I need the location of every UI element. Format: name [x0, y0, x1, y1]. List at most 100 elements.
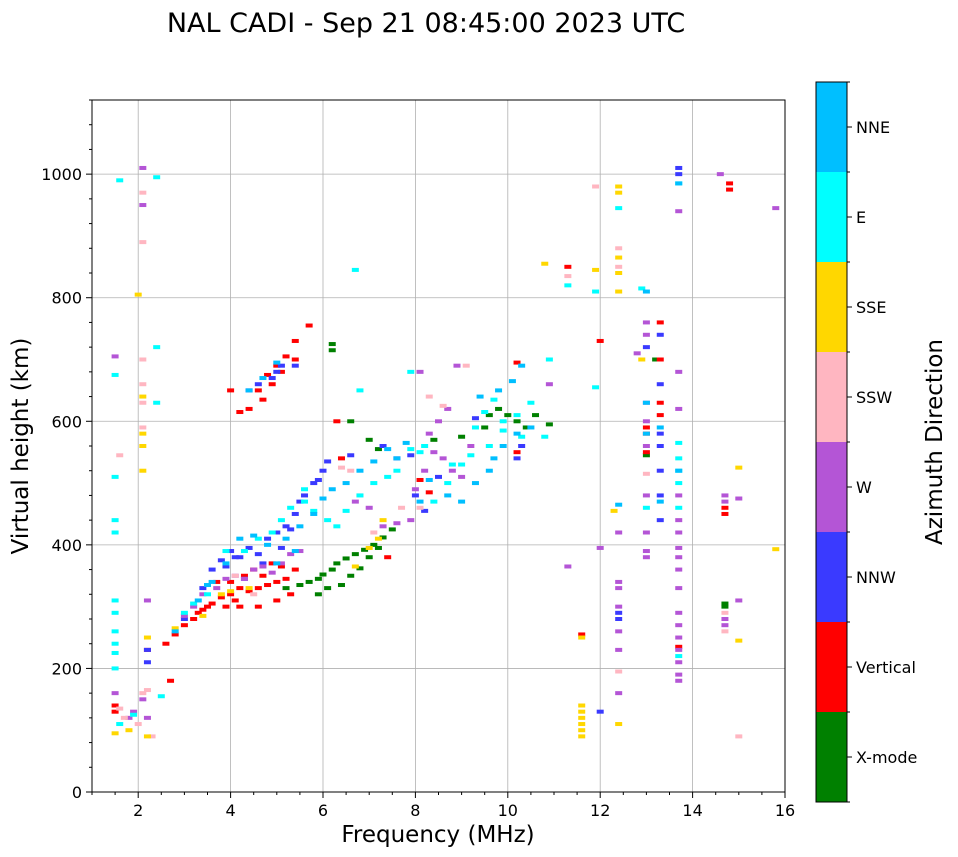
point-nnw-22	[347, 453, 355, 458]
point-w-35	[615, 629, 623, 634]
point-vertical-26	[273, 598, 281, 603]
point-nnw-14	[180, 617, 188, 621]
point-w-20	[425, 431, 433, 436]
point-e-30	[342, 508, 350, 513]
point-nnw-52	[277, 363, 285, 368]
point-nne-12	[370, 459, 378, 464]
point-e-68	[675, 654, 683, 659]
point-sse-0	[111, 731, 119, 736]
point-vertical-30	[245, 406, 253, 411]
point-w-10	[277, 561, 285, 566]
point-e-17	[180, 610, 188, 615]
point-nnw-17	[277, 545, 285, 550]
point-sse-4	[139, 394, 147, 399]
point-vertical-13	[282, 576, 290, 581]
point-vertical-49	[513, 450, 521, 455]
point-x-mode-34	[721, 604, 729, 609]
point-vertical-66	[204, 604, 211, 609]
point-nne-31	[273, 561, 281, 566]
point-nnw-30	[513, 456, 521, 461]
point-w-37	[615, 530, 623, 535]
y-tick-label-1: 200	[51, 659, 82, 678]
point-nnw-29	[471, 416, 479, 421]
point-w-73	[111, 691, 119, 696]
point-x-mode-25	[504, 413, 512, 418]
x-axis-ticks: 2 4 6 8 10 12 14 16	[91, 792, 795, 820]
colorbar-label-e: E	[856, 208, 866, 227]
point-vertical-67	[416, 477, 424, 482]
point-nne-36	[642, 431, 650, 436]
point-x-mode-4	[319, 572, 327, 577]
point-w-65	[721, 499, 729, 504]
point-nnw-33	[254, 382, 262, 387]
point-x-mode-12	[388, 527, 396, 532]
point-x-mode-9	[361, 547, 369, 552]
point-w-56	[675, 610, 683, 615]
point-w-23	[407, 518, 415, 523]
point-ssw-8	[139, 357, 147, 362]
point-e-41	[481, 410, 489, 415]
point-nne-2	[236, 536, 244, 541]
point-e-43	[499, 419, 507, 424]
point-w-77	[139, 697, 147, 702]
point-e-62	[642, 505, 650, 510]
point-nnw-11	[319, 468, 327, 473]
point-w-33	[615, 604, 623, 609]
point-e-33	[384, 474, 392, 479]
point-nnw-44	[656, 382, 664, 387]
point-e-11	[111, 629, 119, 634]
point-e-37	[430, 499, 438, 504]
point-w-57	[675, 623, 683, 628]
point-w-66	[721, 623, 729, 628]
point-sse-21	[578, 722, 586, 727]
point-vertical-37	[259, 397, 267, 402]
point-nne-27	[518, 363, 526, 368]
point-w-15	[430, 450, 438, 455]
point-ssw-9	[139, 382, 147, 387]
point-e-4	[157, 694, 165, 699]
point-vertical-7	[227, 592, 235, 597]
point-nne-26	[508, 379, 516, 384]
x-tick-label-6: 14	[682, 801, 702, 820]
point-e-48	[356, 388, 364, 393]
point-w-46	[642, 555, 650, 560]
point-nnw-25	[407, 453, 415, 458]
point-e-18	[190, 601, 198, 606]
point-e-6	[111, 518, 119, 523]
point-sse-22	[578, 715, 586, 720]
point-ssw-31	[231, 573, 239, 578]
point-sse-1	[125, 728, 133, 733]
point-x-mode-21	[430, 437, 438, 442]
point-nne-11	[356, 468, 364, 473]
point-e-32	[370, 481, 378, 486]
point-nne-1	[222, 561, 230, 566]
point-vertical-20	[268, 561, 276, 566]
point-vertical-22	[213, 579, 221, 584]
point-w-8	[259, 564, 267, 569]
point-sse-27	[615, 184, 623, 189]
y-tick-label-5: 1000	[41, 165, 82, 184]
point-vertical-59	[656, 320, 664, 325]
colorbar-swatch-nne	[816, 82, 847, 172]
point-e-54	[485, 444, 493, 448]
point-e-66	[675, 481, 683, 486]
point-ssw-0	[116, 706, 124, 711]
point-e-36	[421, 444, 429, 448]
point-e-51	[416, 450, 424, 455]
point-nne-19	[471, 481, 479, 486]
x-tick-label-2: 6	[318, 801, 328, 820]
point-w-16	[439, 456, 447, 461]
point-nnw-37	[615, 617, 623, 621]
point-x-mode-33	[721, 601, 729, 606]
grid-lines	[92, 100, 785, 792]
point-w-0	[180, 613, 188, 618]
point-vertical-23	[227, 579, 235, 584]
point-w-76	[143, 715, 151, 720]
point-w-67	[721, 617, 729, 621]
point-nne-28	[194, 598, 202, 603]
point-vertical-28	[227, 388, 235, 393]
point-e-49	[351, 267, 359, 272]
point-x-mode-22	[458, 434, 466, 439]
point-w-27	[416, 369, 424, 374]
point-vertical-12	[273, 579, 281, 584]
